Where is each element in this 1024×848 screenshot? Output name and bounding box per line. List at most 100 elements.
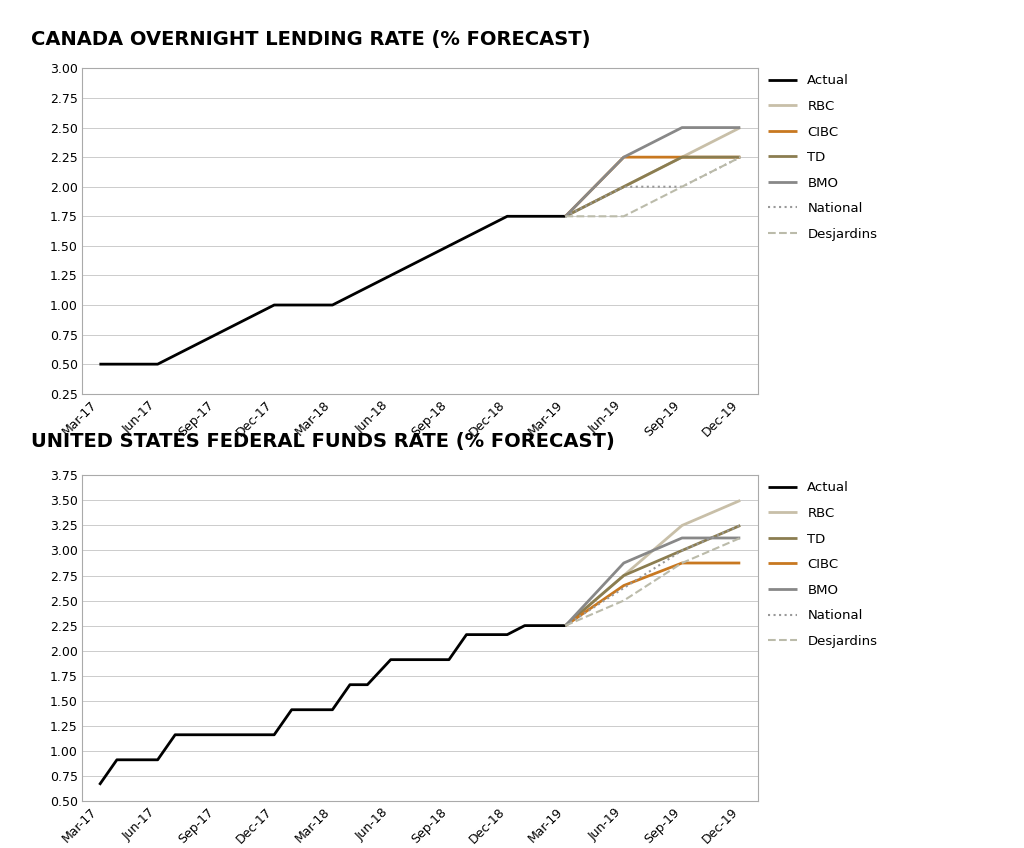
Actual (559, 621, 571, 631)
National (676, 545, 688, 555)
Line: National: National (565, 526, 740, 626)
RBC (559, 211, 571, 221)
BMO (559, 211, 571, 221)
BMO (617, 152, 630, 162)
Actual (478, 629, 490, 639)
Actual (461, 629, 473, 639)
BMO (734, 122, 746, 132)
RBC (617, 181, 630, 192)
National (559, 621, 571, 631)
TD (559, 621, 571, 631)
Actual (210, 330, 222, 340)
Actual (385, 271, 397, 281)
Actual (327, 705, 339, 715)
Line: Actual: Actual (99, 216, 565, 364)
Line: BMO: BMO (565, 538, 740, 626)
Actual (227, 729, 240, 739)
Actual (501, 629, 513, 639)
Actual (169, 729, 181, 739)
CIBC (676, 558, 688, 568)
Text: CANADA OVERNIGHT LENDING RATE (% FORECAST): CANADA OVERNIGHT LENDING RATE (% FORECAS… (31, 30, 590, 48)
RBC (734, 495, 746, 505)
CIBC (617, 580, 630, 590)
Line: TD: TD (565, 157, 740, 216)
Line: National: National (565, 157, 740, 216)
Actual (93, 780, 105, 790)
Actual (245, 729, 257, 739)
National (559, 211, 571, 221)
Actual (442, 655, 455, 665)
Legend: Actual, RBC, TD, CIBC, BMO, National, Desjardins: Actual, RBC, TD, CIBC, BMO, National, De… (768, 482, 878, 648)
CIBC (617, 152, 630, 162)
Desjardins (676, 558, 688, 568)
BMO (676, 533, 688, 543)
TD (734, 521, 746, 531)
CIBC (559, 211, 571, 221)
Actual (501, 211, 513, 221)
Actual (210, 729, 222, 739)
Line: CIBC: CIBC (565, 563, 740, 626)
Desjardins (734, 152, 746, 162)
National (617, 181, 630, 192)
Line: RBC: RBC (565, 500, 740, 626)
BMO (734, 533, 746, 543)
National (617, 583, 630, 593)
Actual (268, 300, 281, 310)
Desjardins (559, 621, 571, 631)
Actual (402, 655, 415, 665)
TD (617, 571, 630, 581)
Actual (385, 655, 397, 665)
Actual (152, 359, 164, 369)
Actual (559, 211, 571, 221)
Line: RBC: RBC (565, 127, 740, 216)
National (676, 181, 688, 192)
Line: TD: TD (565, 526, 740, 626)
Actual (344, 679, 356, 689)
Actual (420, 655, 432, 665)
Actual (268, 729, 281, 739)
Actual (536, 621, 548, 631)
RBC (559, 621, 571, 631)
Line: Desjardins: Desjardins (565, 157, 740, 216)
CIBC (676, 152, 688, 162)
Actual (186, 729, 199, 739)
Desjardins (617, 211, 630, 221)
Actual (442, 241, 455, 251)
National (734, 521, 746, 531)
Actual (111, 755, 123, 765)
BMO (676, 122, 688, 132)
Actual (128, 755, 140, 765)
Text: UNITED STATES FEDERAL FUNDS RATE (% FORECAST): UNITED STATES FEDERAL FUNDS RATE (% FORE… (31, 432, 614, 451)
CIBC (734, 152, 746, 162)
Desjardins (559, 211, 571, 221)
Desjardins (617, 595, 630, 605)
Actual (286, 705, 298, 715)
Line: BMO: BMO (565, 127, 740, 216)
Actual (152, 755, 164, 765)
BMO (559, 621, 571, 631)
TD (734, 152, 746, 162)
Actual (303, 705, 315, 715)
RBC (676, 521, 688, 531)
Actual (93, 359, 105, 369)
Line: Desjardins: Desjardins (565, 538, 740, 626)
Line: Actual: Actual (99, 626, 565, 785)
Actual (327, 300, 339, 310)
RBC (617, 571, 630, 581)
Actual (361, 679, 374, 689)
CIBC (734, 558, 746, 568)
RBC (676, 152, 688, 162)
CIBC (559, 621, 571, 631)
Desjardins (676, 181, 688, 192)
TD (559, 211, 571, 221)
RBC (734, 122, 746, 132)
Legend: Actual, RBC, CIBC, TD, BMO, National, Desjardins: Actual, RBC, CIBC, TD, BMO, National, De… (768, 75, 878, 241)
TD (676, 545, 688, 555)
BMO (617, 558, 630, 568)
TD (617, 181, 630, 192)
Actual (518, 621, 530, 631)
TD (676, 152, 688, 162)
Desjardins (734, 533, 746, 543)
Line: CIBC: CIBC (565, 157, 740, 216)
National (734, 152, 746, 162)
